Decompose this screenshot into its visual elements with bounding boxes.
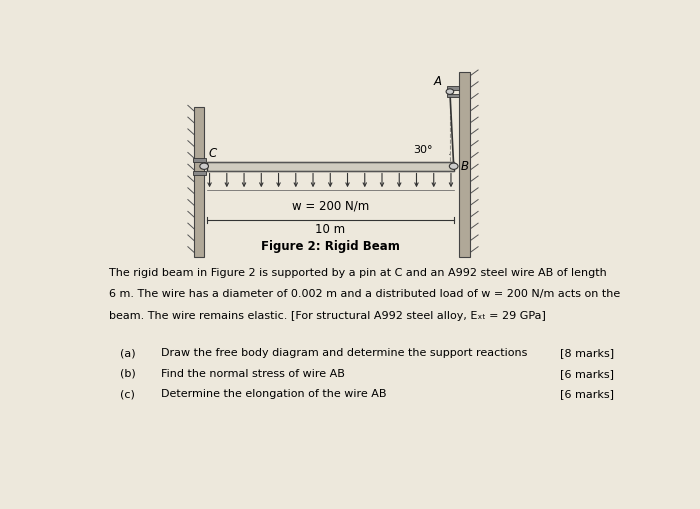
Text: [6 marks]: [6 marks]	[560, 368, 614, 378]
Text: (c): (c)	[120, 388, 135, 399]
Text: A: A	[434, 75, 442, 88]
Text: [6 marks]: [6 marks]	[560, 388, 614, 399]
Text: Figure 2: Rigid Beam: Figure 2: Rigid Beam	[261, 240, 400, 253]
Text: The rigid beam in Figure 2 is supported by a pin at C and an A992 steel wire AB : The rigid beam in Figure 2 is supported …	[109, 267, 607, 277]
Text: 6 m. The wire has a diameter of 0.002 m and a distributed load of w = 200 N/m ac: 6 m. The wire has a diameter of 0.002 m …	[109, 289, 620, 299]
Bar	[193, 158, 206, 162]
Text: w = 200 N/m: w = 200 N/m	[292, 200, 369, 212]
Text: Draw the free body diagram and determine the support reactions: Draw the free body diagram and determine…	[161, 348, 527, 357]
Text: 10 m: 10 m	[315, 223, 345, 236]
Circle shape	[199, 164, 209, 170]
Bar	[207, 162, 454, 171]
Text: [8 marks]: [8 marks]	[559, 348, 614, 357]
Text: B: B	[460, 159, 468, 172]
Text: (a): (a)	[120, 348, 136, 357]
Bar	[459, 73, 470, 257]
Text: Find the normal stress of wire AB: Find the normal stress of wire AB	[161, 368, 344, 378]
Text: beam. The wire remains elastic. [For structural A992 steel alloy, Eₓₜ = 29 GPa]: beam. The wire remains elastic. [For str…	[109, 310, 546, 320]
Bar	[193, 172, 206, 176]
Text: C: C	[209, 147, 217, 160]
Text: Determine the elongation of the wire AB: Determine the elongation of the wire AB	[161, 388, 386, 399]
Bar	[447, 87, 459, 91]
Circle shape	[449, 164, 458, 170]
Bar	[195, 108, 204, 257]
Bar	[447, 94, 459, 98]
Text: (b): (b)	[120, 368, 136, 378]
Circle shape	[446, 90, 454, 95]
Text: 30°: 30°	[413, 145, 433, 155]
